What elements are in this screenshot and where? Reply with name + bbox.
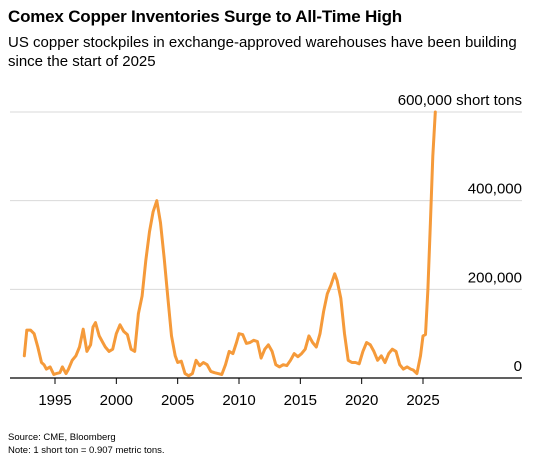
- unit-note: Note: 1 short ton = 0.907 metric tons.: [8, 445, 165, 456]
- x-axis-ticks: 1995 2000 2005 2010 2015 2020 2025: [38, 378, 440, 409]
- y-tick-label-400000: 400,000: [468, 181, 522, 198]
- chart-subtitle: US copper stockpiles in exchange-approve…: [8, 34, 517, 70]
- y-tick-label-0: 0: [514, 358, 522, 375]
- chart-title: Comex Copper Inventories Surge to All-Ti…: [8, 7, 402, 26]
- x-tick-label-2010: 2010: [222, 392, 255, 409]
- y-tick-label-600000: 600,000 short tons: [398, 92, 522, 109]
- x-tick-label-2000: 2000: [100, 392, 133, 409]
- x-tick-label-2020: 2020: [345, 392, 378, 409]
- y-tick-label-200000: 200,000: [468, 269, 522, 286]
- x-tick-label-2015: 2015: [284, 392, 317, 409]
- x-tick-label-2005: 2005: [161, 392, 194, 409]
- source-note: Source: CME, Bloomberg: [8, 432, 116, 443]
- inventory-series-line: [22, 110, 437, 378]
- y-axis-tick-labels: 0 200,000 400,000 600,000 short tons: [398, 92, 522, 375]
- x-tick-label-1995: 1995: [38, 392, 71, 409]
- grid-lines: [10, 111, 522, 290]
- x-tick-label-2025: 2025: [406, 392, 439, 409]
